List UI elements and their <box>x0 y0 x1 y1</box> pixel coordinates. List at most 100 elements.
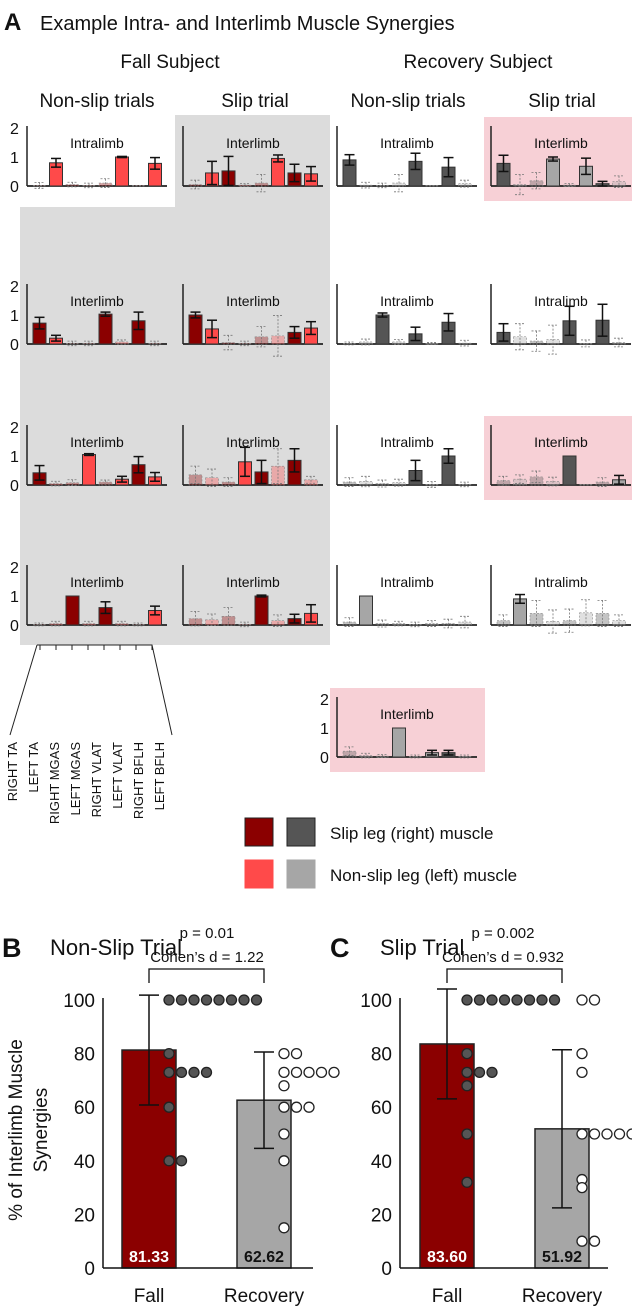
synergy-bar <box>513 336 527 345</box>
synergy-bar <box>238 343 252 345</box>
legend: Slip leg (right) muscle Non-slip leg (le… <box>244 817 517 889</box>
synergy-bar <box>425 484 439 486</box>
synergy-bar <box>65 595 80 626</box>
y-tick-label: 0 <box>10 618 19 635</box>
synergy-panel: Intralimb <box>490 565 631 634</box>
data-point <box>486 994 498 1006</box>
data-point <box>188 1066 200 1079</box>
panel-type-label: Intralimb <box>380 293 434 309</box>
y-axis-label-line2: Synergies <box>31 1088 52 1173</box>
synergy-bar <box>221 615 236 626</box>
synergy-bar <box>496 480 511 486</box>
synergy-panel: Intralimb 2 1 0 <box>10 121 167 196</box>
synergy-bar <box>359 184 373 187</box>
data-point <box>225 994 238 1006</box>
y-tick-label: 60 <box>74 1098 95 1119</box>
synergy-bar <box>408 624 423 626</box>
data-point <box>576 1235 588 1247</box>
muscle-bracket <box>9 644 173 736</box>
panel-c-p-value: p = 0.002 <box>472 925 535 942</box>
muscle-label: RIGHT BFLH <box>131 742 146 819</box>
data-point <box>163 1047 175 1060</box>
synergy-panel: Interlimb <box>182 126 323 193</box>
data-point <box>250 994 263 1006</box>
panel-b-title: Non-Slip Trial <box>50 935 182 960</box>
synergy-bar <box>359 755 373 758</box>
gray-background <box>175 115 330 207</box>
panel-type-label: Intralimb <box>534 293 588 309</box>
data-point <box>290 1047 303 1060</box>
y-tick-label: 40 <box>74 1152 95 1173</box>
panel-type-label: Interlimb <box>70 293 124 309</box>
synergy-bar <box>529 476 544 486</box>
y-tick-label: 1 <box>10 449 19 466</box>
muscle-label: RIGHT VLAT <box>89 742 104 817</box>
muscle-label: LEFT TA <box>26 742 41 793</box>
y-tick-label: 1 <box>10 150 19 167</box>
data-point <box>278 1047 290 1060</box>
data-point <box>498 994 511 1006</box>
panel-c-title: Slip Trial <box>380 935 464 960</box>
synergy-bar <box>254 336 269 345</box>
y-tick-label: 0 <box>10 478 19 495</box>
synergy-bar <box>49 483 63 486</box>
group-recovery-subject: Recovery Subject <box>404 52 554 73</box>
panel-type-label: Interlimb <box>70 434 124 450</box>
y-tick-label: 20 <box>74 1205 95 1226</box>
y-tick-label: 80 <box>74 1045 95 1066</box>
data-point <box>163 1155 175 1167</box>
panel-c-plot: 83.60 Fall 51.92 Recovery 0 20 40 60 80 100 <box>360 968 632 1307</box>
panel-b-cohens-d: Cohen’s d = 1.22 <box>150 949 264 966</box>
synergy-panel: Intralimb <box>490 284 631 355</box>
synergy-panel: Interlimb <box>182 425 323 487</box>
data-point <box>278 1066 290 1079</box>
y-tick-label: 0 <box>84 1259 95 1280</box>
data-point <box>461 994 473 1006</box>
synergy-bar <box>115 623 129 626</box>
panel-type-label: Interlimb <box>226 135 280 151</box>
panel-type-label: Interlimb <box>226 574 280 590</box>
column-header: Non-slip trials <box>39 91 154 112</box>
synergy-panel: Intralimb <box>336 565 477 629</box>
synergy-panel: Interlimb 2 1 0 <box>10 560 167 635</box>
data-point <box>473 1066 486 1079</box>
y-tick-label: 2 <box>320 692 329 709</box>
significance-bracket <box>446 968 563 983</box>
data-point <box>576 1181 588 1194</box>
data-point <box>461 1176 473 1188</box>
panel-type-label: Intralimb <box>380 135 434 151</box>
data-point <box>303 1066 315 1079</box>
synergy-panel: Interlimb <box>182 565 323 628</box>
data-point <box>238 994 250 1006</box>
column-header: Non-slip trials <box>350 91 465 112</box>
data-point <box>278 1222 290 1234</box>
data-point <box>588 994 601 1006</box>
data-point <box>588 1128 601 1140</box>
y-tick-label: 0 <box>381 1259 392 1280</box>
data-point <box>200 994 213 1006</box>
data-point <box>523 994 536 1006</box>
panel-type-label: Intralimb <box>534 574 588 590</box>
panel-type-label: Interlimb <box>70 574 124 590</box>
synergy-panel: Interlimb <box>484 117 632 201</box>
y-tick-label: 0 <box>320 750 329 767</box>
group-fall-subject: Fall Subject <box>120 52 220 73</box>
panel-type-label: Intralimb <box>380 574 434 590</box>
x-category-label: Fall <box>432 1286 463 1307</box>
synergy-bar <box>271 465 285 486</box>
panel-backgrounds <box>20 115 330 645</box>
synergy-panel: Intralimb <box>336 126 477 193</box>
synergy-panel: Interlimb 2 1 0 <box>10 279 167 354</box>
synergy-bar <box>98 313 113 345</box>
synergy-bar <box>304 479 318 486</box>
data-point <box>328 1066 340 1079</box>
legend-swatch-rec-left <box>286 859 316 889</box>
synergy-bar <box>49 623 63 626</box>
gray-background <box>20 207 330 645</box>
synergy-bar <box>32 185 47 187</box>
data-point <box>163 1101 175 1113</box>
data-point <box>175 1066 188 1079</box>
panel-a-letter: A <box>4 9 21 36</box>
